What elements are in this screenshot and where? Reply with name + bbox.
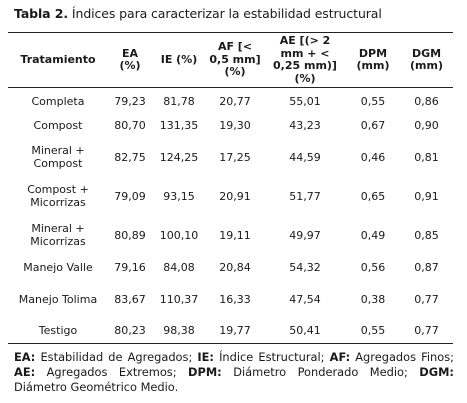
value-cell: 50,41: [264, 318, 346, 344]
value-cell: 0,77: [414, 292, 439, 306]
table-row: Compost + Micorrizas 79,09 93,15 20,91 51,77…: [8, 177, 453, 216]
treatment-cell: Testigo: [8, 318, 108, 344]
table-row: Manejo Tolima 83,67 110,37 16,33 47,54 0,38 0,…: [8, 280, 453, 319]
value-cell: 0,55: [346, 318, 400, 344]
value-cell: 16,33: [219, 292, 251, 306]
footnote-abbreviation: AF:: [329, 350, 351, 364]
table-row: Completa 79,23 81,78 20,77 55,01 0,55 0,86: [8, 88, 453, 113]
value-cell: 0,56: [360, 260, 386, 274]
value-cell: 80,70: [114, 118, 146, 132]
value-cell: 0,65: [360, 189, 386, 203]
footnote-abbreviation: DPM:: [188, 365, 222, 379]
table-body: Completa 79,23 81,78 20,77 55,01 0,55 0,86 Comp…: [8, 88, 453, 344]
column-header: IE (%): [152, 32, 206, 88]
value-cell: 84,08: [163, 260, 195, 274]
value-cell: 131,35: [159, 118, 199, 132]
value-cell: 43,23: [289, 118, 321, 132]
value-cell: 19,30: [219, 118, 251, 132]
table-row: Mineral + Micorrizas 80,89 100,10 19,11 49,9…: [8, 216, 453, 255]
value-cell: 0,90: [414, 118, 439, 132]
column-header: Tratamiento: [8, 32, 108, 88]
value-cell: 100,10: [159, 228, 199, 242]
value-cell: 83,67: [114, 292, 146, 306]
table-caption: Tabla 2. Índices para caracterizar la es…: [14, 6, 382, 21]
table-row: Manejo Valle 79,16 84,08 20,84 54,32 0,56 0,87: [8, 255, 453, 280]
value-cell: 49,97: [289, 228, 321, 242]
value-cell: 17,25: [219, 150, 251, 164]
value-cell: 80,89: [114, 228, 146, 242]
value-cell: 79,16: [114, 260, 146, 274]
footnote-abbreviation: DGM:: [419, 365, 454, 379]
value-cell: 0,77: [400, 318, 453, 344]
value-cell: 98,38: [152, 318, 206, 344]
value-cell: 82,75: [114, 150, 146, 164]
column-header: AF [< 0,5 mm] (%): [206, 32, 264, 88]
treatment-cell: Completa: [31, 94, 85, 108]
value-cell: 0,55: [360, 94, 386, 108]
column-header: DPM (mm): [346, 32, 400, 88]
table-row: Testigo 80,23 98,38 19,77 50,41 0,55 0,77: [8, 318, 453, 344]
value-cell: 79,09: [114, 189, 146, 203]
table-footnote: EA: Estabilidad de Agregados; IE: Índice…: [14, 350, 454, 395]
value-cell: 0,91: [414, 189, 439, 203]
value-cell: 54,32: [289, 260, 321, 274]
value-cell: 44,59: [289, 150, 321, 164]
table-row: Compost 80,70 131,35 19,30 43,23 0,67 0,90: [8, 113, 453, 138]
value-cell: 20,84: [219, 260, 251, 274]
footnote-definition: Diámetro Geométrico Medio.: [14, 380, 179, 394]
table-row: Mineral + Compost 82,75 124,25 17,25 44,59 0,…: [8, 138, 453, 177]
column-header: EA (%): [108, 32, 152, 88]
value-cell: 19,11: [219, 228, 251, 242]
footnote-abbreviation: AE:: [14, 365, 36, 379]
value-cell: 0,87: [414, 260, 439, 274]
footnote-abbreviation: EA:: [14, 350, 36, 364]
footnote-definition: Índice Estructural;: [213, 350, 330, 364]
column-header: DGM (mm): [400, 32, 453, 88]
value-cell: 0,85: [414, 228, 439, 242]
caption-label: Tabla 2.: [14, 6, 69, 21]
stability-indices-table: Tratamiento EA (%) IE (%) AF [< 0,5 mm] (%)…: [8, 32, 453, 344]
value-cell: 81,78: [163, 94, 195, 108]
treatment-cell: Mineral + Compost: [31, 144, 85, 170]
value-cell: 110,37: [159, 292, 199, 306]
value-cell: 0,67: [360, 118, 386, 132]
footnote-definition: Agregados Extremos;: [35, 365, 189, 379]
treatment-cell: Mineral + Micorrizas: [30, 222, 86, 248]
value-cell: 47,54: [289, 292, 321, 306]
value-cell: 0,38: [360, 292, 386, 306]
value-cell: 55,01: [289, 94, 321, 108]
footnote-definition: Agregados Finos;: [350, 350, 455, 364]
footnote-definition: Diámetro Ponderado Medio;: [221, 365, 420, 379]
treatment-cell: Manejo Tolima: [18, 292, 98, 306]
value-cell: 0,49: [360, 228, 386, 242]
value-cell: 124,25: [159, 150, 199, 164]
treatment-cell: Compost: [33, 118, 83, 132]
treatment-cell: Manejo Valle: [23, 260, 93, 274]
value-cell: 0,86: [414, 94, 439, 108]
column-header: AE [(> 2 mm + < 0,25 mm)] (%): [264, 32, 346, 88]
footnote-definition: Estabilidad de Agregados;: [35, 350, 198, 364]
footnote-abbreviation: IE:: [197, 350, 214, 364]
value-cell: 0,46: [360, 150, 386, 164]
value-cell: 0,81: [414, 150, 439, 164]
value-cell: 79,23: [114, 94, 146, 108]
caption-text: Índices para caracterizar la estabilidad…: [71, 6, 382, 21]
value-cell: 20,77: [219, 94, 251, 108]
value-cell: 93,15: [163, 189, 195, 203]
value-cell: 19,77: [206, 318, 264, 344]
table-header-row: Tratamiento EA (%) IE (%) AF [< 0,5 mm] (%)…: [8, 32, 453, 88]
value-cell: 80,23: [108, 318, 152, 344]
value-cell: 20,91: [219, 189, 251, 203]
value-cell: 51,77: [289, 189, 321, 203]
treatment-cell: Compost + Micorrizas: [27, 183, 89, 209]
